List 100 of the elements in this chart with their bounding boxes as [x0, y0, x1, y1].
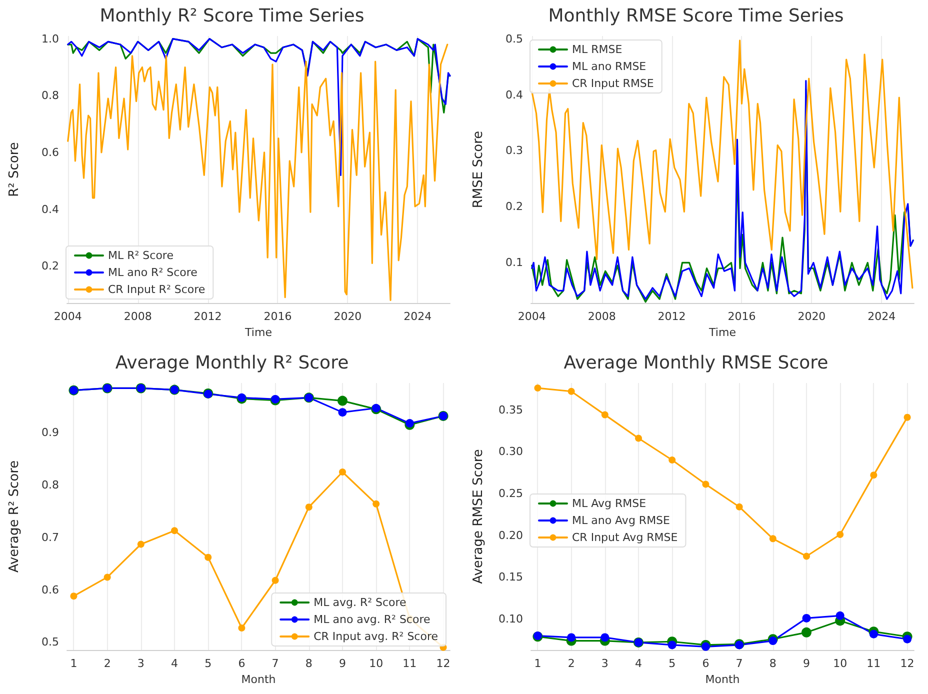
- y-axis-title: RMSE Score: [471, 130, 486, 208]
- y-tick-label: 0.4: [42, 202, 59, 216]
- legend-label: CR Input avg. R² Score: [314, 630, 438, 643]
- point: [204, 554, 212, 561]
- x-tick-label: 4: [635, 657, 642, 670]
- y-tick-label: 0.7: [42, 530, 59, 544]
- point: [668, 456, 676, 464]
- point: [238, 624, 246, 632]
- x-tick-label: 2012: [194, 310, 222, 323]
- point: [736, 503, 743, 510]
- point: [803, 552, 810, 560]
- x-tick-label: 3: [137, 657, 144, 670]
- x-tick-label: 2024: [868, 310, 896, 323]
- legend-label: ML RMSE: [572, 43, 622, 56]
- x-tick-label: 3: [601, 657, 608, 670]
- x-tick-label: 9: [802, 657, 810, 670]
- x-tick-label: 2016: [728, 310, 756, 323]
- y-tick-label: 0.8: [42, 89, 59, 102]
- point: [836, 530, 844, 538]
- x-tick-label: 6: [238, 657, 246, 670]
- y-tick-label: 0.8: [42, 478, 59, 492]
- x-tick-label: 5: [668, 657, 676, 670]
- x-tick-label: 2008: [588, 310, 616, 323]
- point: [70, 592, 78, 600]
- x-tick-label: 4: [171, 657, 178, 670]
- chart-title: Average Monthly RMSE Score: [564, 352, 828, 374]
- x-tick-label: 12: [436, 657, 450, 670]
- point: [904, 414, 911, 421]
- legend-label: ML Avg RMSE: [572, 497, 646, 510]
- legend-label: CR Input Avg RMSE: [572, 531, 678, 544]
- y-tick-label: 0.2: [506, 200, 523, 214]
- y-tick-label: 0.1: [506, 256, 523, 270]
- y-tick-label: 0.20: [498, 528, 523, 542]
- x-tick-label: 12: [900, 657, 914, 670]
- point: [534, 384, 542, 392]
- x-tick-label: 2016: [264, 310, 292, 323]
- point: [903, 634, 912, 644]
- x-tick-label: 7: [736, 657, 743, 670]
- point: [802, 614, 811, 622]
- y-tick-label: 0.9: [42, 426, 59, 440]
- x-tick-label: 6: [702, 657, 710, 670]
- x-tick-label: 2020: [798, 310, 826, 323]
- x-tick-label: 2004: [518, 310, 546, 323]
- legend-label: ML avg. R² Score: [314, 596, 407, 609]
- point: [601, 411, 608, 418]
- y-tick-label: 1.0: [42, 32, 59, 46]
- point: [701, 642, 710, 651]
- point: [870, 472, 878, 479]
- y-tick-label: 0.3: [506, 144, 523, 158]
- chart-title: Monthly RMSE Score Time Series: [548, 6, 844, 26]
- x-tick-label: 7: [272, 657, 279, 670]
- line-series: [67, 38, 451, 176]
- point: [339, 468, 346, 476]
- point: [567, 633, 576, 642]
- legend-label: ML R² Score: [108, 249, 174, 262]
- chart-title: Monthly R² Score Time Series: [100, 6, 364, 26]
- x-axis-title: Time: [244, 326, 272, 339]
- line-series: [67, 44, 448, 301]
- point: [802, 627, 812, 638]
- y-axis-title: Average R² Score: [7, 460, 22, 573]
- point: [338, 396, 348, 406]
- y-tick-label: 0.30: [498, 445, 523, 458]
- point: [305, 504, 312, 511]
- legend-label: CR Input R² Score: [108, 283, 206, 296]
- x-tick-label: 10: [833, 657, 848, 670]
- x-tick-label: 2024: [404, 310, 432, 323]
- x-tick-label: 10: [369, 657, 384, 670]
- point: [338, 408, 347, 417]
- x-axis-title: Month: [705, 672, 740, 686]
- x-axis-title: Time: [708, 326, 736, 339]
- legend-label: ML ano RMSE: [572, 60, 646, 73]
- point: [272, 576, 279, 584]
- point: [600, 633, 610, 642]
- y-tick-label: 0.2: [42, 260, 59, 273]
- point: [372, 500, 380, 508]
- chart-title: Average Monthly R² Score: [115, 352, 349, 374]
- x-tick-label: 2020: [334, 310, 362, 323]
- x-tick-label: 11: [402, 657, 417, 670]
- x-tick-label: 8: [305, 657, 312, 670]
- legend-label: ML ano Avg RMSE: [572, 514, 670, 527]
- legend-label: ML ano avg. R² Score: [314, 613, 430, 626]
- x-axis-title: Month: [241, 672, 276, 686]
- y-tick-label: 0.5: [506, 32, 523, 46]
- y-axis-title: Average RMSE Score: [471, 449, 486, 584]
- point: [668, 640, 676, 650]
- y-tick-label: 0.6: [42, 146, 59, 159]
- x-tick-label: 1: [534, 657, 542, 670]
- x-tick-label: 5: [204, 657, 212, 670]
- x-tick-label: 1: [70, 657, 78, 670]
- y-tick-label: 0.6: [42, 583, 59, 596]
- point: [702, 480, 710, 488]
- x-tick-label: 2: [104, 657, 111, 670]
- legend-label: CR Input RMSE: [572, 77, 654, 90]
- x-tick-label: 2008: [124, 310, 152, 323]
- x-tick-label: 8: [769, 657, 776, 670]
- y-tick-label: 0.10: [498, 612, 523, 626]
- y-tick-label: 0.5: [42, 636, 59, 649]
- point: [635, 434, 642, 442]
- x-tick-label: 9: [338, 657, 346, 670]
- y-tick-label: 0.25: [498, 486, 523, 500]
